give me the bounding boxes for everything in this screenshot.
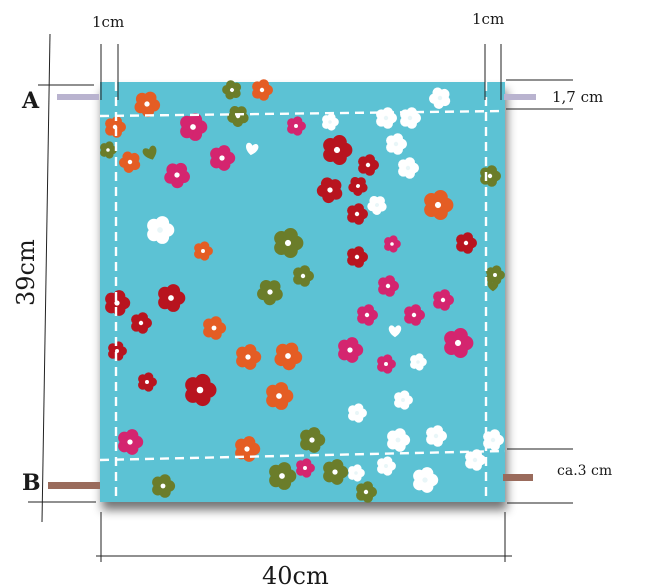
seam-lines (99, 82, 506, 502)
marker-b-left (48, 482, 100, 489)
seam-allowance-left-label: 1cm (92, 13, 124, 31)
flower-icon (404, 304, 425, 326)
flower-icon (347, 203, 368, 225)
flower-icon (222, 80, 242, 100)
flower-icon (185, 373, 217, 407)
heart-icon (246, 142, 259, 156)
flower-icon (210, 145, 236, 171)
flower-icon (400, 107, 421, 129)
flower-icon (287, 116, 306, 136)
flower-icon (269, 462, 297, 490)
flower-icon (266, 382, 294, 410)
flower-icon (322, 113, 339, 131)
seam-line-top (99, 109, 506, 118)
flower-icon (296, 458, 315, 478)
flower-icon (118, 429, 144, 455)
flower-icon (424, 190, 454, 220)
flower-icon (180, 113, 208, 141)
flower-icon (429, 87, 451, 109)
flower-icon (367, 195, 387, 215)
flower-icon (293, 265, 314, 287)
flower-icon (105, 116, 126, 138)
flower-icon (384, 235, 401, 253)
heart-icon (487, 280, 499, 292)
heart-icon (388, 325, 402, 338)
flower-icon (152, 474, 176, 498)
flower-icon (413, 467, 439, 493)
flower-icon (387, 428, 411, 452)
flower-icon (147, 216, 175, 244)
flower-icon (483, 429, 504, 451)
flower-icon (119, 151, 141, 173)
flower-icon (394, 390, 413, 410)
flower-icon (377, 354, 396, 374)
flower-icon (358, 154, 379, 176)
flower-icon (300, 427, 326, 453)
flower-icon (131, 312, 152, 334)
flower-icon (347, 246, 368, 268)
flower-icon (236, 344, 262, 370)
flower-icon (252, 79, 273, 101)
flower-icon (138, 372, 157, 392)
flower-icon (203, 316, 227, 340)
flower-icon (356, 481, 377, 503)
marker-b-right (503, 474, 533, 481)
flower-icon (348, 176, 368, 196)
height-dimension-line (41, 33, 51, 523)
flower-icon (348, 403, 367, 423)
flower-icon (377, 456, 396, 476)
seam-allowance-right-label: 1cm (472, 10, 504, 28)
flower-icon (378, 275, 399, 297)
flower-icon (100, 141, 117, 159)
point-b-label: B (22, 470, 41, 496)
flower-icon (274, 228, 304, 258)
marker-a-left (57, 94, 99, 100)
flower-icon (257, 279, 283, 306)
flower-icon (348, 464, 365, 482)
flower-icon (338, 337, 364, 363)
width-label: 40cm (262, 562, 329, 585)
flower-icon (134, 91, 161, 118)
flower-icon (410, 353, 427, 371)
flower-icon (398, 157, 419, 179)
seam-line-bottom (99, 449, 506, 462)
flower-icon (426, 425, 447, 447)
flower-icon (323, 459, 349, 485)
flower-print (100, 79, 505, 503)
point-a-label: A (21, 88, 40, 114)
flower-icon (386, 133, 407, 155)
flower-icon (357, 304, 378, 326)
flower-icon (456, 232, 477, 254)
bottom-margin-label: ca.3 cm (557, 463, 612, 479)
height-label: 39cm (12, 239, 40, 306)
flower-icon (444, 328, 474, 358)
top-margin-label: 1,7 cm (552, 88, 603, 106)
flower-icon (323, 135, 353, 165)
flower-icon (316, 177, 343, 204)
dimension-lines (28, 33, 573, 562)
marker-a-right (504, 94, 536, 100)
flower-icon (158, 284, 186, 312)
heart-icon (142, 145, 157, 160)
flower-icon (433, 289, 454, 311)
flower-icon (164, 162, 190, 189)
flower-icon (274, 342, 303, 371)
flower-icon (194, 241, 213, 261)
